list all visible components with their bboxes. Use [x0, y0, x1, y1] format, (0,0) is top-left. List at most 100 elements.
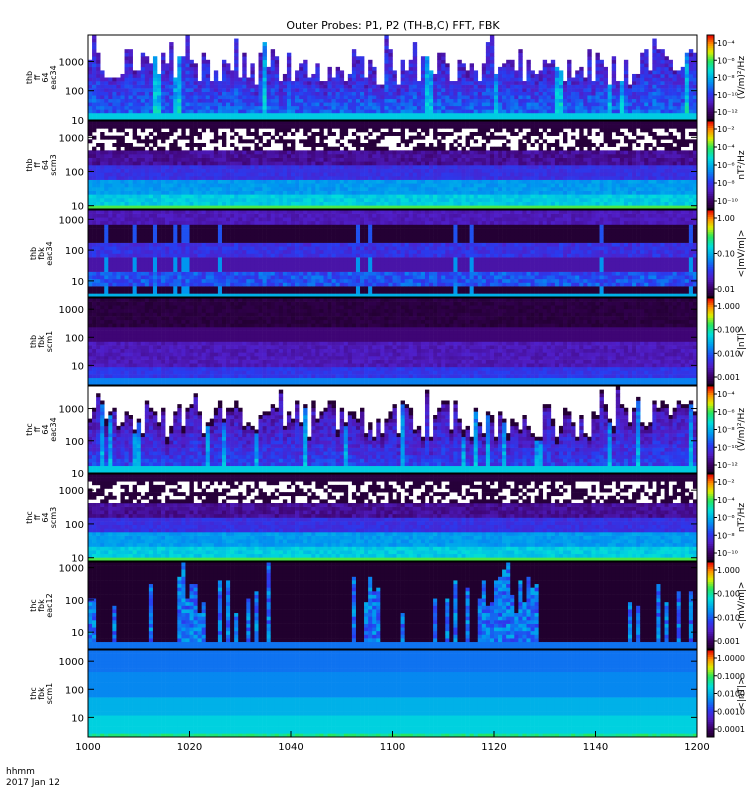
heatmap-cell — [315, 179, 320, 184]
heatmap-cell — [351, 201, 357, 206]
heatmap-cell — [209, 105, 215, 110]
heatmap-cell — [189, 63, 194, 68]
heatmap-cell — [510, 183, 515, 188]
heatmap-cell — [660, 116, 665, 121]
heatmap-cell — [558, 168, 564, 173]
heatmap-cell — [441, 135, 446, 140]
heatmap-cell — [157, 116, 162, 121]
heatmap-cell — [108, 109, 113, 114]
heatmap-cell — [494, 102, 499, 107]
heatmap-cell — [465, 172, 470, 177]
heatmap-cell — [412, 154, 418, 158]
heatmap-cell — [152, 172, 158, 177]
heatmap-cell — [384, 42, 389, 46]
heatmap-cell — [136, 165, 142, 169]
heatmap-cell — [550, 165, 556, 169]
heatmap-cell — [506, 194, 511, 199]
heatmap-cell — [372, 124, 377, 129]
heatmap-cell — [258, 176, 263, 180]
heatmap-cell — [368, 70, 373, 75]
heatmap-cell — [295, 116, 300, 121]
heatmap-cell — [546, 168, 552, 173]
heatmap-cell — [88, 201, 93, 206]
heatmap-cell — [518, 154, 523, 158]
heatmap-cell — [221, 205, 227, 210]
heatmap-cell — [266, 95, 271, 100]
heatmap-cell — [489, 157, 495, 162]
heatmap-cell — [388, 112, 393, 117]
heatmap-cell — [295, 105, 300, 110]
heatmap-cell — [193, 154, 198, 158]
heatmap-cell — [477, 121, 483, 125]
heatmap-cell — [485, 49, 491, 54]
colorbar-step — [707, 41, 714, 44]
heatmap-cell — [660, 95, 665, 100]
heatmap-cell — [96, 105, 101, 110]
heatmap-cell — [640, 81, 645, 85]
heatmap-cell — [112, 121, 117, 125]
heatmap-cell — [177, 73, 182, 78]
heatmap-cell — [140, 172, 146, 177]
heatmap-cell — [238, 183, 243, 188]
heatmap-cell — [181, 187, 186, 191]
heatmap-cell — [424, 157, 430, 162]
heatmap-cell — [652, 73, 657, 78]
heatmap-cell — [181, 102, 186, 107]
heatmap-cell — [185, 35, 190, 39]
heatmap-cell — [538, 73, 544, 78]
heatmap-cell — [506, 172, 511, 177]
heatmap-cell — [323, 165, 328, 169]
heatmap-cell — [262, 121, 267, 125]
heatmap-cell — [201, 190, 207, 195]
heatmap-cell — [538, 154, 544, 158]
heatmap-cell — [315, 183, 320, 188]
heatmap-cell — [161, 183, 166, 188]
heatmap-cell — [449, 143, 454, 147]
heatmap-cell — [136, 109, 142, 114]
heatmap-cell — [498, 102, 503, 107]
heatmap-cell — [311, 161, 316, 166]
heatmap-cell — [189, 179, 194, 184]
heatmap-cell — [477, 88, 483, 92]
heatmap-cell — [140, 109, 146, 114]
heatmap-cell — [221, 176, 227, 180]
heatmap-cell — [376, 168, 381, 173]
heatmap-cell — [506, 190, 511, 195]
heatmap-cell — [563, 81, 568, 85]
heatmap-cell — [327, 168, 332, 173]
heatmap-cell — [518, 146, 523, 151]
heatmap-cell — [445, 73, 450, 78]
heatmap-cell — [384, 56, 389, 61]
heatmap-cell — [644, 81, 649, 85]
heatmap-cell — [384, 124, 389, 129]
heatmap-cell — [416, 176, 422, 180]
heatmap-cell — [270, 84, 276, 89]
heatmap-cell — [360, 205, 365, 210]
heatmap-cell — [282, 109, 288, 114]
heatmap-cell — [152, 88, 158, 92]
heatmap-cell — [567, 59, 572, 64]
heatmap-cell — [169, 124, 174, 129]
heatmap-cell — [132, 73, 138, 78]
heatmap-cell — [558, 116, 564, 121]
heatmap-cell — [258, 146, 263, 151]
heatmap-cell — [128, 121, 133, 125]
heatmap-cell — [648, 102, 653, 107]
heatmap-cell — [416, 112, 422, 117]
heatmap-cell — [221, 198, 227, 202]
heatmap-cell — [213, 102, 219, 107]
heatmap-cell — [120, 73, 125, 78]
heatmap-cell — [185, 183, 190, 188]
heatmap-cell — [400, 157, 405, 162]
heatmap-cell — [481, 143, 487, 147]
heatmap-cell — [420, 179, 426, 184]
heatmap-cell — [209, 84, 215, 89]
heatmap-cell — [498, 66, 503, 71]
heatmap-cell — [169, 91, 174, 96]
heatmap-cell — [412, 150, 418, 155]
heatmap-cell — [412, 59, 418, 64]
heatmap-cell — [286, 146, 292, 151]
heatmap-cell — [388, 73, 393, 78]
heatmap-cell — [319, 124, 324, 129]
heatmap-cell — [368, 132, 373, 136]
